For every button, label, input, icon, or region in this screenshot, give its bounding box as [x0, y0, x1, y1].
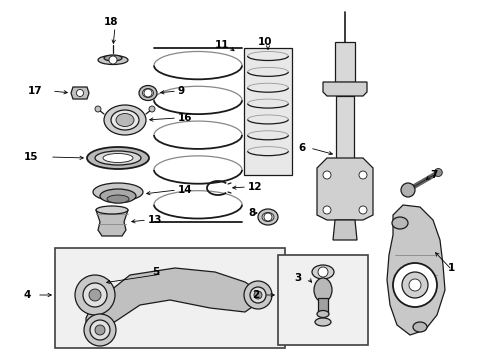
Circle shape [89, 289, 101, 301]
Polygon shape [86, 268, 260, 344]
Ellipse shape [104, 55, 122, 61]
Circle shape [149, 106, 155, 112]
Ellipse shape [316, 310, 328, 318]
Circle shape [317, 267, 327, 277]
Circle shape [95, 325, 105, 335]
Ellipse shape [262, 212, 273, 221]
Bar [278, 255, 367, 345]
Circle shape [249, 287, 265, 303]
Polygon shape [71, 87, 89, 99]
Circle shape [433, 168, 442, 176]
Ellipse shape [314, 318, 330, 326]
Ellipse shape [116, 113, 134, 126]
Text: 11: 11 [215, 40, 229, 50]
Text: 17: 17 [28, 86, 42, 96]
Ellipse shape [391, 217, 407, 229]
Text: 16: 16 [178, 113, 192, 123]
Circle shape [75, 275, 115, 315]
Ellipse shape [111, 110, 139, 130]
Polygon shape [323, 82, 366, 96]
Ellipse shape [412, 322, 426, 332]
Text: 5: 5 [152, 267, 159, 277]
Text: 18: 18 [103, 17, 118, 27]
Ellipse shape [98, 55, 128, 64]
Circle shape [244, 281, 271, 309]
Bar [335, 96, 353, 161]
Ellipse shape [100, 189, 136, 203]
Polygon shape [386, 205, 444, 335]
Text: 13: 13 [148, 215, 162, 225]
Ellipse shape [103, 153, 133, 162]
Circle shape [392, 263, 436, 307]
Polygon shape [332, 220, 356, 240]
Circle shape [95, 106, 101, 112]
Circle shape [358, 206, 366, 214]
Bar [334, 42, 354, 82]
Polygon shape [96, 210, 128, 236]
Text: 10: 10 [258, 37, 272, 47]
Bar [317, 298, 327, 314]
Text: 15: 15 [24, 152, 39, 162]
Polygon shape [316, 158, 372, 220]
Circle shape [323, 206, 330, 214]
Ellipse shape [95, 151, 141, 165]
Circle shape [323, 171, 330, 179]
Bar [55, 248, 285, 348]
Circle shape [76, 90, 83, 96]
Ellipse shape [96, 206, 128, 214]
Text: 6: 6 [297, 143, 305, 153]
Circle shape [264, 213, 271, 221]
Text: 8: 8 [247, 208, 255, 218]
Text: 9: 9 [178, 86, 185, 96]
Ellipse shape [87, 147, 149, 169]
Circle shape [400, 183, 414, 197]
Text: 1: 1 [447, 263, 454, 273]
Circle shape [401, 272, 427, 298]
Circle shape [253, 291, 262, 299]
Circle shape [84, 314, 116, 346]
Text: 12: 12 [247, 182, 262, 192]
Ellipse shape [93, 183, 142, 201]
Circle shape [109, 56, 117, 64]
Ellipse shape [139, 85, 157, 100]
Ellipse shape [142, 89, 153, 98]
Text: 4: 4 [24, 290, 31, 300]
Ellipse shape [107, 195, 129, 203]
Ellipse shape [313, 278, 331, 302]
Bar [244, 48, 291, 175]
Circle shape [408, 279, 420, 291]
Text: 7: 7 [429, 170, 436, 180]
Text: 14: 14 [178, 185, 192, 195]
Ellipse shape [104, 105, 146, 135]
Circle shape [83, 283, 107, 307]
Ellipse shape [258, 209, 278, 225]
Circle shape [90, 320, 110, 340]
Circle shape [143, 89, 152, 97]
Text: 2: 2 [251, 290, 259, 300]
Text: 3: 3 [293, 273, 301, 283]
Ellipse shape [311, 265, 333, 279]
Circle shape [358, 171, 366, 179]
